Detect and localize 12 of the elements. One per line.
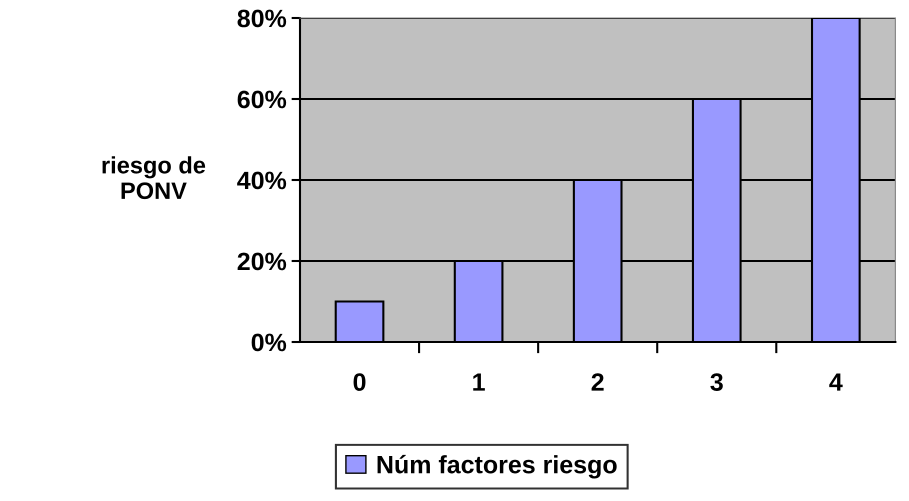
x-tick-label: 2 xyxy=(592,373,604,391)
x-tick-label: 3 xyxy=(710,373,723,391)
legend-label: Núm factores riesgo xyxy=(378,454,617,478)
y-tick-label: 0% xyxy=(252,334,286,352)
y-tick-label: 40% xyxy=(237,172,286,190)
x-tick-label: 4 xyxy=(829,373,843,391)
y-tick-label: 60% xyxy=(238,90,286,108)
y-tick-label: 80% xyxy=(238,10,286,28)
y-axis-title: riesgo de PONV xyxy=(102,156,206,200)
y-tick-label: 20% xyxy=(238,252,286,270)
x-tick-label: 1 xyxy=(473,373,485,391)
x-tick-label: 0 xyxy=(354,373,366,391)
